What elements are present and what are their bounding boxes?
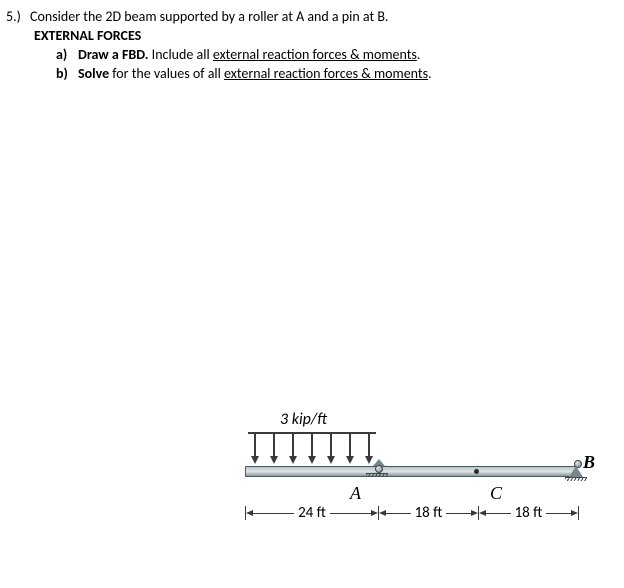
- dimension-label: 18 ft: [411, 504, 447, 522]
- beam: [245, 466, 577, 477]
- label-A: A: [350, 483, 361, 504]
- dimension-label: 18 ft: [511, 504, 547, 522]
- label-B: B: [583, 452, 595, 473]
- problem-text: 5.) Consider the 2D beam supported by a …: [0, 0, 624, 82]
- part-b: b) Solve for the values of all external …: [6, 65, 624, 82]
- dimension-segment: 18 ft: [379, 506, 478, 520]
- part-letter: b): [56, 65, 78, 82]
- load-arrow-icon: [286, 434, 300, 464]
- dimension-label: 24 ft: [294, 504, 330, 522]
- dimension-row: 24 ft 18 ft 18 ft: [245, 506, 579, 520]
- load-arrow-icon: [343, 434, 357, 464]
- subheading: EXTERNAL FORCES: [6, 27, 624, 44]
- dimension-segment: 18 ft: [479, 506, 578, 520]
- load-arrow-icon: [248, 434, 262, 464]
- label-C: C: [490, 483, 502, 504]
- load-arrow-icon: [305, 434, 319, 464]
- part-text: Solve for the values of all external rea…: [78, 65, 432, 82]
- part-letter: a): [56, 46, 78, 63]
- load-arrow-icon: [324, 434, 338, 464]
- load-arrow-icon: [267, 434, 281, 464]
- part-text: Draw a FBD. Include all external reactio…: [78, 46, 420, 63]
- point-C-dot: [474, 469, 479, 474]
- roller-support-A: [370, 459, 388, 477]
- load-arrows: [248, 434, 376, 464]
- beam-diagram: 3 kip/ft A B C 24 ft 18 ft 18 ft: [245, 388, 605, 558]
- distributed-load-label: 3 kip/ft: [280, 410, 327, 429]
- dimension-segment: 24 ft: [246, 506, 378, 520]
- question-number: 5.): [6, 8, 30, 25]
- part-a: a) Draw a FBD. Include all external reac…: [6, 46, 624, 63]
- question-prompt: Consider the 2D beam supported by a roll…: [30, 8, 388, 25]
- question-line: 5.) Consider the 2D beam supported by a …: [6, 8, 624, 25]
